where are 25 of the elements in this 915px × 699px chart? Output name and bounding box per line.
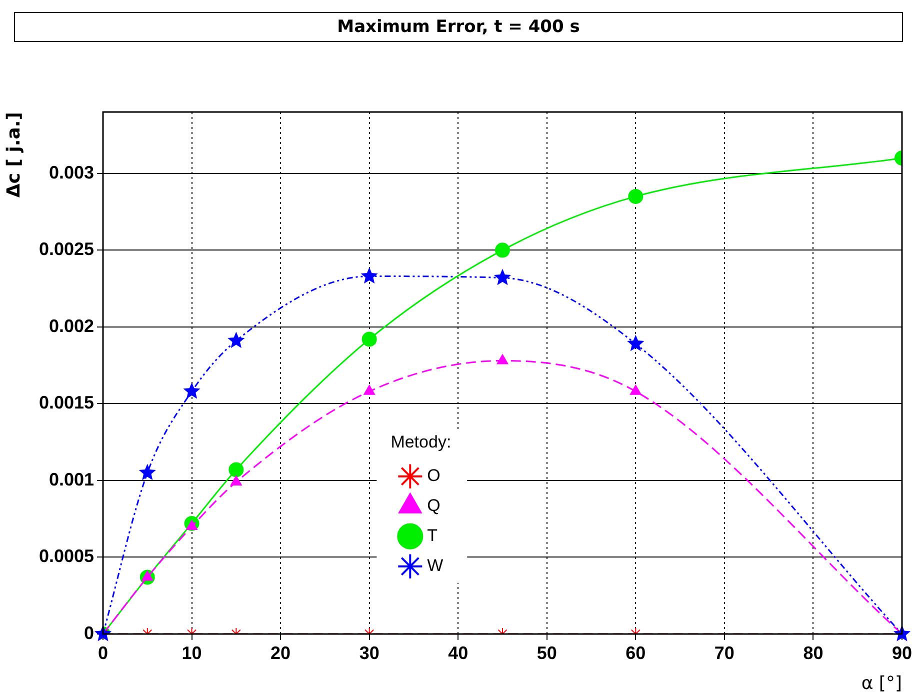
legend-label: W xyxy=(427,556,444,576)
x-tick-label: 70 xyxy=(714,642,734,663)
y-tick-label: 0.0015 xyxy=(38,392,94,413)
chart-title: Maximum Error, t = 400 s xyxy=(14,12,903,42)
y-tick-label: 0 xyxy=(84,622,94,643)
x-tick-label: 10 xyxy=(182,642,202,663)
x-tick-label: 80 xyxy=(803,642,824,663)
y-tick-label: 0.0005 xyxy=(38,546,94,566)
y-tick-label: 0.003 xyxy=(48,162,94,182)
y-tick-label: 0.0025 xyxy=(38,239,94,260)
legend-label: Q xyxy=(427,496,440,516)
x-tick-label: 90 xyxy=(892,642,912,663)
y-tick-label: 0.002 xyxy=(48,316,94,336)
x-tick-label: 30 xyxy=(359,642,380,663)
x-tick-label: 50 xyxy=(536,642,557,663)
x-axis-title: α [°] xyxy=(861,672,902,694)
legend-label: O xyxy=(427,466,440,486)
x-tick-label: 60 xyxy=(626,642,646,663)
y-tick-label: 0.001 xyxy=(48,469,94,490)
y-axis-title: Δc [ j.a.] xyxy=(3,112,24,198)
x-tick-label: 0 xyxy=(98,642,108,663)
x-tick-label: 20 xyxy=(270,642,291,663)
x-tick-label: 40 xyxy=(448,642,468,663)
legend-label: T xyxy=(427,526,438,546)
legend-title: Metody: xyxy=(390,432,452,452)
